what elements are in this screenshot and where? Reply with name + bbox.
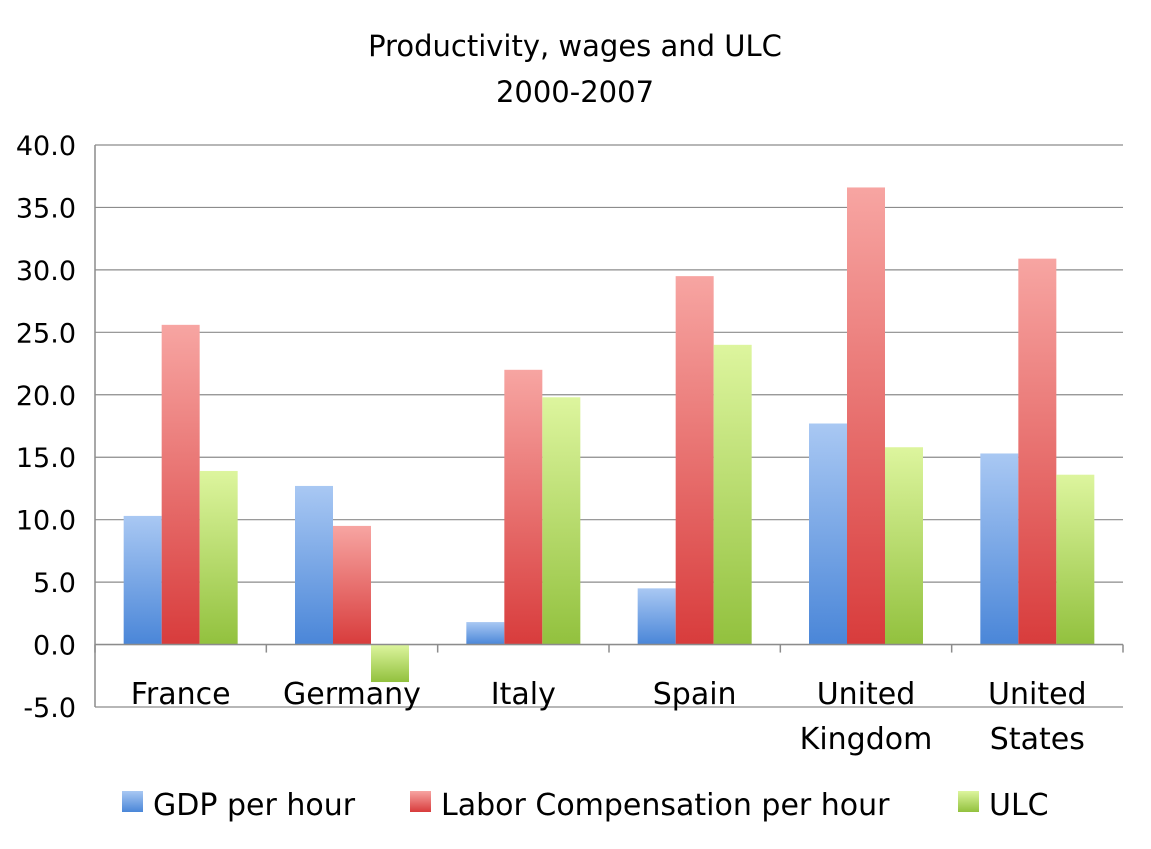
bar-gdp-per-hour-united-kingdom — [809, 423, 847, 645]
bar-labor-compensation-per-hour-france — [161, 324, 200, 645]
y-axis-ticks: 40.0 35.0 30.0 25.0 20.0 15.0 10.0 5.0 0.0 -5.0 — [16, 131, 76, 724]
x-category-label: France — [131, 677, 231, 712]
legend: GDP per hour Labor Compensation per hour U… — [122, 788, 1049, 823]
x-category-label: Kingdom — [800, 722, 933, 757]
chart-subtitle: 2000-2007 — [496, 75, 654, 109]
axes — [94, 145, 1124, 707]
y-tick-label: 10.0 — [16, 506, 76, 537]
y-tick-label: 30.0 — [16, 256, 76, 287]
y-tick-label: 5.0 — [33, 568, 76, 599]
x-category-label: States — [990, 722, 1085, 757]
bar-labor-compensation-per-hour-united-states — [1018, 258, 1057, 645]
gridlines — [95, 144, 1123, 708]
y-tick-label: 35.0 — [16, 193, 76, 224]
x-category-label: Spain — [653, 677, 737, 712]
y-tick-label: -5.0 — [23, 693, 76, 724]
bar-labor-compensation-per-hour-italy — [504, 369, 543, 645]
bar-labor-compensation-per-hour-spain — [675, 276, 714, 645]
y-tick-label: 40.0 — [16, 131, 76, 162]
bar-gdp-per-hour-italy — [466, 622, 505, 645]
legend-swatch — [958, 791, 979, 812]
x-category-label: Italy — [491, 677, 556, 712]
legend-label: Labor Compensation per hour — [441, 788, 890, 823]
bar-gdp-per-hour-united-states — [980, 453, 1019, 645]
bar-gdp-per-hour-france — [123, 515, 162, 645]
legend-swatch — [122, 791, 143, 812]
legend-label: GDP per hour — [153, 788, 356, 823]
bar-ulc-spain — [713, 344, 752, 645]
bars — [123, 187, 1095, 683]
bar-labor-compensation-per-hour-germany — [333, 525, 371, 645]
bar-ulc-italy — [542, 397, 581, 645]
bar-labor-compensation-per-hour-united-kingdom — [847, 187, 885, 645]
legend-swatch — [410, 791, 431, 812]
x-category-label: United — [817, 677, 916, 712]
chart-title: Productivity, wages and ULC — [368, 29, 782, 63]
x-axis-labels: France Germany Italy Spain United Kingdom Unit… — [131, 677, 1087, 757]
legend-label: ULC — [989, 788, 1049, 823]
bar-gdp-per-hour-germany — [295, 485, 333, 645]
bar-ulc-united-states — [1056, 474, 1095, 645]
y-tick-label: 15.0 — [16, 443, 76, 474]
x-category-label: United — [988, 677, 1087, 712]
y-tick-label: 20.0 — [16, 381, 76, 412]
bar-ulc-united-kingdom — [885, 447, 923, 645]
x-category-label: Germany — [283, 677, 421, 712]
bar-gdp-per-hour-spain — [637, 588, 676, 645]
y-tick-label: 25.0 — [16, 318, 76, 349]
y-tick-label: 0.0 — [33, 631, 76, 662]
bar-ulc-france — [199, 470, 238, 645]
bar-ulc-germany — [371, 644, 409, 683]
